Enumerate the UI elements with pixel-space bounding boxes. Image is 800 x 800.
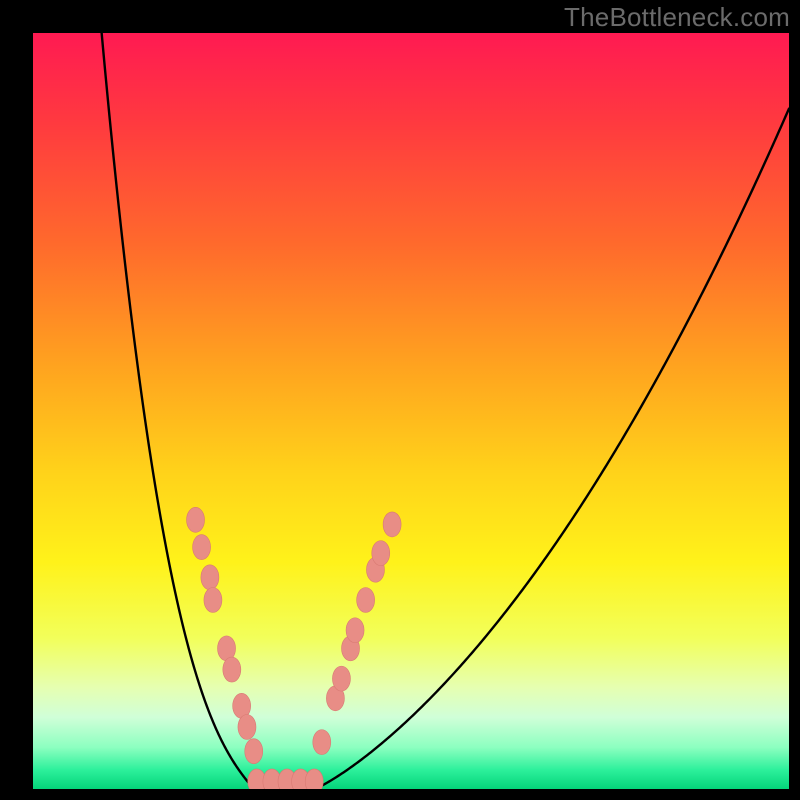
- data-dot: [201, 565, 219, 590]
- data-dot: [332, 666, 350, 691]
- watermark-text: TheBottleneck.com: [564, 2, 790, 33]
- data-dot: [383, 512, 401, 537]
- data-dot: [223, 657, 241, 682]
- data-dot: [313, 730, 331, 755]
- data-dot: [204, 588, 222, 613]
- data-dot: [238, 715, 256, 740]
- data-dot: [193, 535, 211, 560]
- bottleneck-chart: [33, 33, 789, 789]
- gradient-background: [33, 33, 789, 789]
- data-dot: [372, 541, 390, 566]
- data-dot: [187, 507, 205, 532]
- data-dot: [346, 618, 364, 643]
- plot-area: [33, 33, 789, 789]
- chart-frame: TheBottleneck.com: [0, 0, 800, 800]
- data-dot: [357, 588, 375, 613]
- data-dot: [245, 739, 263, 764]
